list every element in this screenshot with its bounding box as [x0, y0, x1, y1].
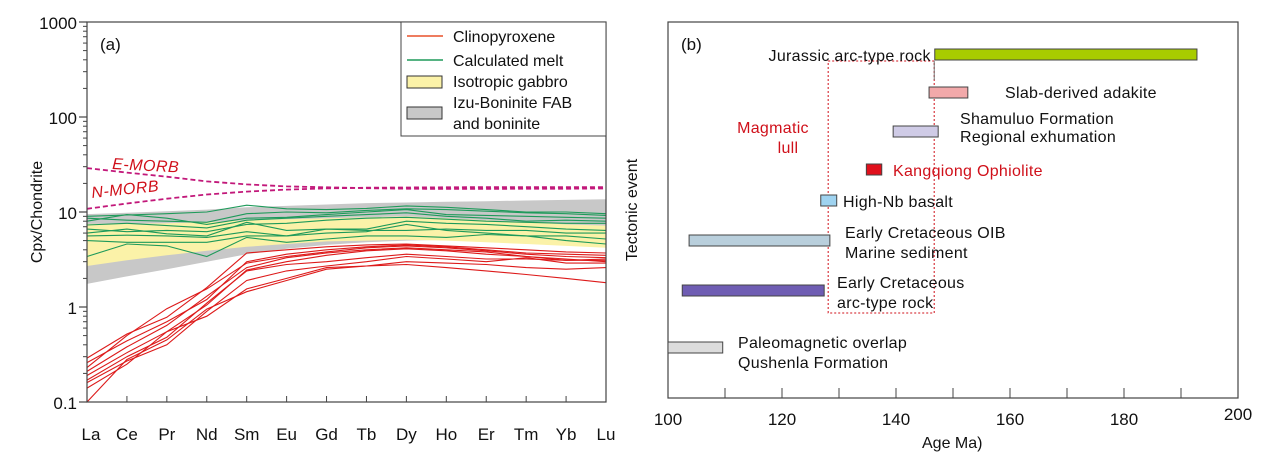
event-label-line2-paleomagnetic-overlap: Qushenla Formation — [738, 355, 888, 372]
y-tick-label: 1000 — [39, 14, 77, 33]
x-tick-label-nd: Nd — [196, 425, 218, 444]
x-tick-label-pr: Pr — [158, 425, 175, 444]
event-bar-slab-derived-adakite — [928, 86, 969, 99]
clinopyroxene-line-5 — [86, 248, 607, 376]
event-bar-early-cretaceous-oib — [688, 234, 831, 247]
y-tick-label: 100 — [49, 109, 77, 128]
y-axis-a: 0.1 1 10 100 1000 — [39, 14, 87, 413]
magmatic-lull-label-line2: lull — [778, 140, 799, 157]
event-label-kangqiong-ophiolite: Kangqiong Ophiolite — [893, 163, 1043, 180]
clinopyroxene-line-3 — [86, 245, 607, 369]
y-tick-label: 1 — [68, 299, 77, 318]
panel-label-b: (b) — [681, 35, 702, 54]
panel-b-tectonic-timeline: Jurassic arc-type rock Slab-derived adaki… — [624, 21, 1252, 452]
y-tick-label: 0.1 — [53, 394, 77, 413]
x-axis-title-b: Age Ma) — [922, 435, 982, 452]
x-tick-label-gd: Gd — [315, 425, 338, 444]
magmatic-lull-label: Magmatic — [737, 120, 809, 137]
legend-swatch-isotropic-gabbro — [406, 75, 443, 89]
x-tick-label-tb: Tb — [357, 425, 377, 444]
x-tick-label-b: 160 — [996, 410, 1024, 429]
event-label-jurassic-arc-type-rock: Jurassic arc-type rock — [769, 48, 932, 65]
calculated-melt-line-7 — [86, 228, 606, 238]
x-tick-label-yb: Yb — [556, 425, 577, 444]
event-label-line2-shamuluo-formation: Regional exhumation — [960, 129, 1116, 146]
panel-a-ree-diagram: 0.1 1 10 100 1000 La Ce Pr Nd Sm Eu Gd Tb Dy Ho Er Tm Yb… — [29, 14, 615, 444]
event-label-shamuluo-formation: Shamuluo Formation — [960, 111, 1114, 128]
x-tick-label-er: Er — [478, 425, 495, 444]
calculated-melt-line-3 — [86, 209, 607, 225]
band-isotropic-gabbro — [87, 216, 606, 266]
ref-line-n-morb — [86, 186, 606, 210]
x-tick-label-sm: Sm — [234, 425, 260, 444]
calculated-melt-line-4 — [86, 212, 607, 229]
legend-swatch-boninite — [406, 106, 443, 120]
event-bar-paleomagnetic-overlap — [667, 341, 724, 354]
event-label-line2-early-cretaceous-oib: Marine sediment — [845, 245, 968, 262]
legend-label-clinopyroxene: Clinopyroxene — [453, 29, 555, 46]
calculated-melt-line-1 — [86, 204, 607, 217]
clinopyroxene-line-9 — [86, 263, 607, 403]
legend-a: Clinopyroxene Calculated melt Isotropic … — [400, 21, 607, 137]
x-axis-a: La Ce Pr Nd Sm Eu Gd Tb Dy Ho Er Tm Yb Lu — [82, 396, 616, 444]
x-tick-label-b: 140 — [882, 410, 910, 429]
x-tick-label-ho: Ho — [435, 425, 457, 444]
event-label-paleomagnetic-overlap: Paleomagnetic overlap — [738, 335, 907, 352]
calculated-melt-line-2 — [86, 208, 607, 223]
x-tick-label-b: 180 — [1110, 410, 1138, 429]
event-label-early-cretaceous-oib: Early Cretaceous OIB — [845, 225, 1006, 242]
clinopyroxene-line-2 — [86, 244, 607, 364]
magmatic-lull-box — [827, 60, 935, 314]
event-bar-early-cretaceous — [681, 284, 825, 297]
morb-reference-lines — [86, 167, 607, 210]
x-tick-label-b: 100 — [654, 410, 682, 429]
x-tick-label-ce: Ce — [116, 425, 138, 444]
x-tick-label-eu: Eu — [276, 425, 297, 444]
y-axis-title-a: Cpx/Chondrite — [29, 161, 46, 263]
x-tick-label-la: La — [82, 425, 101, 444]
event-label-line2-early-cretaceous: arc-type rock — [837, 295, 934, 312]
legend-label-boninite-line2: and boninite — [453, 116, 540, 133]
magmatic-lull-rect — [827, 60, 935, 314]
series-lines — [86, 204, 607, 403]
event-bar-kangqiong-ophiolite — [865, 163, 883, 176]
y-tick-label: 10 — [58, 204, 77, 223]
event-bar-high-nb-basalt — [820, 194, 838, 207]
clinopyroxene-line-1 — [86, 243, 607, 359]
event-bar-jurassic-arc-type-rock — [934, 48, 1198, 61]
x-tick-label-lu: Lu — [597, 425, 616, 444]
x-tick-label-tm: Tm — [514, 425, 539, 444]
clinopyroxene-line-6 — [86, 253, 606, 381]
clinopyroxene-line-8 — [86, 261, 607, 389]
calculated-melt-line-9 — [86, 233, 607, 258]
event-label-slab-derived-adakite: Slab-derived adakite — [1005, 85, 1157, 102]
x-axis-b: 100 120 140 160 180 200 — [654, 388, 1252, 429]
event-bars: Jurassic arc-type rock Slab-derived adaki… — [667, 48, 1198, 372]
event-bar-shamuluo-formation — [892, 125, 939, 138]
legend-label-isotropic-gabbro: Isotropic gabbro — [453, 74, 568, 91]
legend-label-calculated-melt: Calculated melt — [453, 53, 564, 70]
nmorb-label: N-MORB — [91, 178, 160, 202]
panel-label-a: (a) — [100, 35, 121, 54]
event-label-early-cretaceous: Early Cretaceous — [837, 275, 965, 292]
legend-label-boninite: Izu-Boninite FAB — [453, 95, 572, 112]
x-tick-label-b: 120 — [768, 410, 796, 429]
emorb-label: E-MORB — [112, 156, 180, 176]
event-label-high-nb-basalt: High-Nb basalt — [843, 194, 953, 211]
y-axis-title-b: Tectonic event — [624, 158, 641, 261]
clinopyroxene-line-7 — [86, 255, 606, 384]
calculated-melt-line-5 — [86, 216, 606, 233]
calculated-melt-line-6 — [86, 220, 607, 237]
x-tick-label-b: 200 — [1224, 405, 1252, 424]
x-tick-label-dy: Dy — [396, 425, 417, 444]
